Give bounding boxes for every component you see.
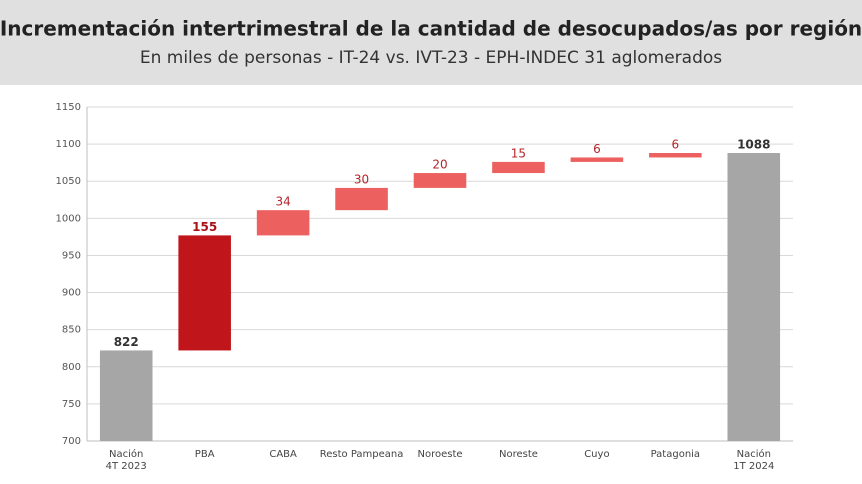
- value-label: 822: [114, 335, 139, 349]
- bar: [413, 173, 467, 188]
- bar: [570, 157, 624, 162]
- y-tick-label: 1100: [56, 139, 81, 150]
- value-label: 20: [432, 158, 447, 172]
- value-label: 15: [511, 146, 526, 160]
- bar: [492, 161, 545, 174]
- bar: [178, 235, 231, 351]
- x-tick-label: Patagonia: [651, 449, 700, 460]
- bar: [99, 350, 153, 441]
- y-tick-label: 1150: [56, 102, 81, 113]
- header-band: [0, 0, 862, 85]
- y-tick-label: 1050: [56, 176, 81, 187]
- x-tick-label: CABA: [269, 449, 297, 460]
- chart-subtitle: En miles de personas - IT-24 vs. IVT-23 …: [140, 48, 722, 68]
- x-tick-label: PBA: [195, 449, 215, 460]
- bar: [256, 210, 310, 236]
- value-label: 34: [275, 195, 290, 209]
- value-label: 1088: [737, 138, 770, 152]
- value-label: 6: [593, 142, 601, 156]
- y-tick-label: 750: [62, 399, 81, 410]
- x-tick-label: Noroeste: [417, 449, 462, 460]
- x-tick-label: Resto Pampeana: [320, 449, 404, 460]
- x-tick-label: Noreste: [499, 449, 538, 460]
- y-tick-label: 1000: [56, 213, 81, 224]
- bar: [727, 153, 781, 442]
- value-label: 155: [192, 220, 217, 234]
- bar: [335, 187, 388, 211]
- y-tick-label: 800: [62, 362, 81, 373]
- x-tick-label: Nación: [737, 448, 771, 460]
- chart-title: Incrementación intertrimestral de la can…: [0, 17, 862, 41]
- y-tick-label: 700: [62, 436, 81, 447]
- x-tick-label: 4T 2023: [106, 461, 147, 472]
- y-tick-label: 950: [62, 250, 81, 261]
- bar: [649, 153, 702, 158]
- x-tick-label: Nación: [109, 448, 143, 460]
- y-tick-label: 850: [62, 325, 81, 336]
- value-label: 6: [672, 138, 680, 152]
- y-tick-label: 900: [62, 288, 81, 299]
- value-label: 30: [354, 172, 369, 186]
- x-tick-label: 1T 2024: [733, 461, 774, 472]
- x-tick-label: Cuyo: [584, 449, 609, 460]
